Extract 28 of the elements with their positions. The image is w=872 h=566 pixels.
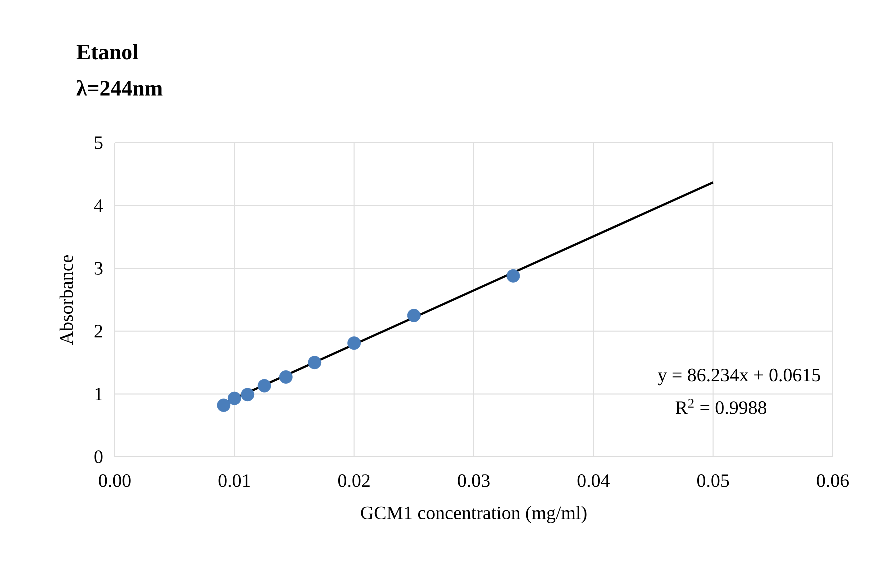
y-tick-label: 3 xyxy=(94,262,103,275)
chart-subtitle: λ=244nm xyxy=(76,80,163,96)
point xyxy=(348,336,362,350)
y-tick-label: 1 xyxy=(96,388,102,400)
x-tick-label: 0.02 xyxy=(338,474,370,488)
point xyxy=(506,269,520,283)
annotation: R$^{2}$ = 0.9988 xyxy=(676,399,767,414)
x-axis-title: GCM1 concentration (mg/ml) xyxy=(361,506,587,524)
y-tick-label: 0 xyxy=(94,450,103,464)
point xyxy=(241,388,255,402)
y-tick-label: 5 xyxy=(95,136,103,150)
point xyxy=(228,392,242,406)
chart-title: Etanol xyxy=(76,44,138,60)
x-tick-label: 0.03 xyxy=(458,474,490,488)
point xyxy=(407,309,421,322)
y-tick-label: 4 xyxy=(94,200,104,212)
x-tick-label: 0.00 xyxy=(99,474,131,488)
point xyxy=(217,398,231,412)
annotation: y = 86.234x + 0.0615 xyxy=(658,368,820,386)
x-tick-label: 0.04 xyxy=(578,474,610,488)
x-tick-label: 0.01 xyxy=(218,474,250,488)
y-axis-title: Absorbance xyxy=(60,255,74,346)
point xyxy=(258,379,272,393)
point xyxy=(279,370,293,384)
x-tick-label: 0.06 xyxy=(817,474,849,488)
point xyxy=(308,356,322,370)
x-tick-label: 0.05 xyxy=(697,474,730,488)
y-tick-label: 2 xyxy=(94,325,102,338)
